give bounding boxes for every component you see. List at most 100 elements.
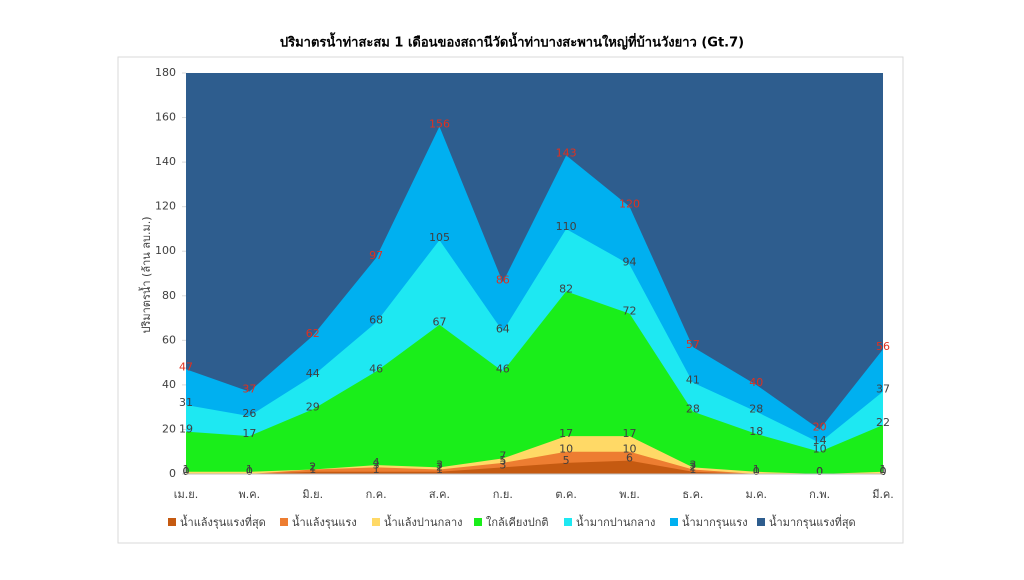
data-label: 17 [623, 427, 637, 440]
data-label: 0 [880, 465, 887, 478]
legend-swatch [564, 518, 572, 526]
data-label: 68 [369, 314, 383, 327]
data-label: 0 [816, 465, 823, 478]
data-label: 57 [686, 338, 700, 351]
y-tick-label: 40 [162, 378, 176, 391]
data-label: 3 [373, 458, 380, 471]
y-tick-label: 180 [155, 66, 176, 79]
data-label: 143 [556, 146, 577, 159]
y-tick-label: 160 [155, 111, 176, 124]
data-label: 0 [816, 465, 823, 478]
data-label: 19 [179, 423, 193, 436]
data-label: 10 [813, 443, 827, 456]
data-label: 3 [689, 458, 696, 471]
data-label: 2 [309, 461, 316, 474]
legend-swatch [670, 518, 678, 526]
data-label: 1 [309, 463, 316, 476]
data-label: 26 [242, 407, 256, 420]
data-label: 20 [813, 420, 827, 433]
data-label: 56 [876, 340, 890, 353]
data-label: 28 [749, 403, 763, 416]
data-label: 0 [183, 465, 190, 478]
data-label: 1 [689, 463, 696, 476]
area [186, 436, 883, 474]
data-label: 4 [373, 456, 380, 469]
y-tick-label: 120 [155, 200, 176, 213]
area [186, 291, 883, 474]
data-label: 1 [183, 463, 190, 476]
data-label: 46 [369, 363, 383, 376]
x-tick-label: เม.ย. [174, 488, 198, 501]
data-label: 94 [623, 256, 637, 269]
x-tick-label: มี.ค. [872, 488, 894, 501]
data-label: 120 [619, 198, 640, 211]
data-label: 82 [559, 282, 573, 295]
data-label: 67 [432, 316, 446, 329]
data-label: 2 [689, 461, 696, 474]
legend-swatch [280, 518, 288, 526]
legend-swatch [474, 518, 482, 526]
data-label: 2 [309, 461, 316, 474]
data-label: 0 [880, 465, 887, 478]
y-tick-label: 100 [155, 244, 176, 257]
x-tick-label: ก.พ. [809, 488, 830, 501]
x-tick-label: ต.ค. [555, 488, 577, 501]
data-label: 3 [436, 458, 443, 471]
data-label: 5 [563, 454, 570, 467]
data-label: 0 [246, 465, 253, 478]
legend-swatch [372, 518, 380, 526]
data-label: 1 [880, 463, 887, 476]
x-tick-label: พ.ย. [619, 488, 640, 501]
legend-swatch [757, 518, 765, 526]
legend-label: น้ำแล้งปานกลาง [384, 514, 463, 529]
data-label: 28 [686, 403, 700, 416]
data-label: 22 [876, 416, 890, 429]
data-label: 7 [499, 449, 506, 462]
area [186, 451, 883, 474]
data-label: 86 [496, 273, 510, 286]
data-label: 31 [179, 396, 193, 409]
y-tick-label: 140 [155, 155, 176, 168]
data-label: 64 [496, 322, 510, 335]
data-label: 110 [556, 220, 577, 233]
data-label: 0 [753, 465, 760, 478]
legend-label: น้ำแล้งรุนแรง [292, 514, 357, 529]
data-label: 105 [429, 231, 450, 244]
data-label: 47 [179, 360, 193, 373]
x-tick-label: มิ.ย. [302, 488, 323, 501]
data-label: 17 [242, 427, 256, 440]
data-label: 72 [623, 305, 637, 318]
legend-label: น้ำมากรุนแรง [682, 514, 748, 529]
legend-label: น้ำมากรุนแรงที่สุด [769, 514, 856, 529]
data-label: 6 [626, 452, 633, 465]
legend-label: ใกล้เคียงปกติ [486, 516, 549, 529]
data-label: 3 [499, 458, 506, 471]
data-label: 17 [559, 427, 573, 440]
legend-label: น้ำแล้งรุนแรงที่สุด [180, 514, 266, 529]
data-label: 1 [246, 463, 253, 476]
x-tick-label: พ.ค. [239, 488, 261, 501]
data-label: 44 [306, 367, 320, 380]
x-tick-label: ก.ย. [493, 488, 513, 501]
chart-title: ปริมาตรน้ำท่าสะสม 1 เดือนของสถานีวัดน้ำท… [280, 32, 744, 51]
x-tick-label: ธ.ค. [682, 488, 703, 501]
data-label: 37 [876, 383, 890, 396]
data-label: 1 [436, 463, 443, 476]
legend-swatch [168, 518, 176, 526]
x-tick-label: ก.ค. [366, 488, 387, 501]
data-label: 37 [242, 383, 256, 396]
data-label: 5 [499, 454, 506, 467]
data-label: 0 [753, 465, 760, 478]
data-label: 40 [749, 376, 763, 389]
data-label: 0 [183, 465, 190, 478]
y-tick-label: 60 [162, 333, 176, 346]
data-label: 10 [623, 443, 637, 456]
data-label: 41 [686, 374, 700, 387]
y-axis-title: ปริมาตรน้ำ (ล้าน ลบ.ม.) [138, 216, 153, 333]
data-label: 62 [306, 327, 320, 340]
data-label: 1 [753, 463, 760, 476]
data-label: 18 [749, 425, 763, 438]
y-tick-label: 80 [162, 289, 176, 302]
